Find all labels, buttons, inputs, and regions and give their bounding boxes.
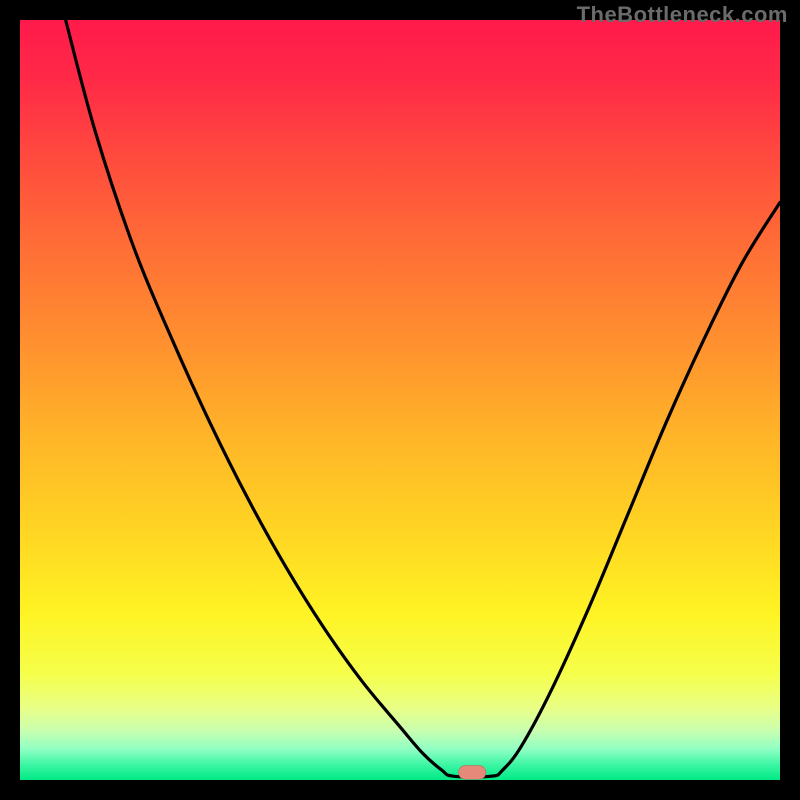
plot-area: [20, 20, 780, 780]
chart-frame: TheBottleneck.com: [0, 0, 800, 800]
watermark-text: TheBottleneck.com: [577, 2, 788, 28]
optimal-marker: [459, 766, 486, 780]
chart-background: [20, 20, 780, 780]
chart-svg: [20, 20, 780, 780]
